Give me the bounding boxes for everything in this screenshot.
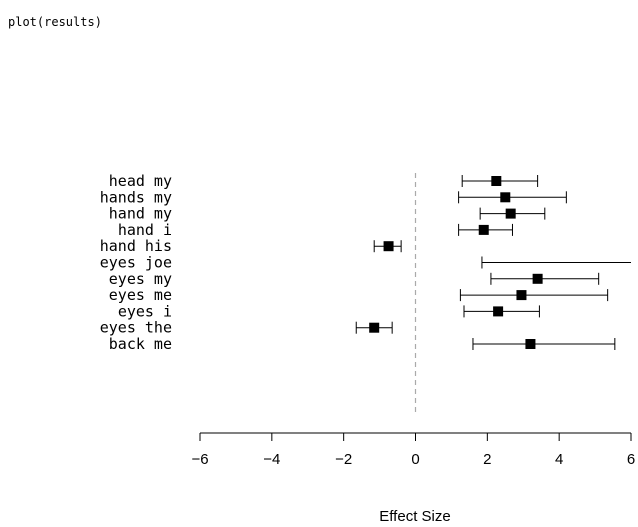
x-tick-label: 4 [555,451,563,468]
x-tick-label: 2 [483,451,491,468]
row-label: eyes my [109,270,172,288]
x-axis: −6 −4 −2 0 2 4 6 [191,432,635,468]
point-estimate-marker [493,306,504,317]
row-label: head my [109,172,172,190]
point-estimate-marker [500,192,511,203]
forest-row: back me [109,335,616,353]
point-estimate-marker [505,208,516,219]
point-estimate-marker [383,241,394,252]
point-estimate-marker [478,224,489,235]
row-label: back me [109,335,172,353]
forest-row: eyes me [109,286,609,304]
row-label: eyes the [100,319,172,337]
row-label: eyes joe [100,254,172,272]
forest-row: hands my [100,188,567,206]
row-label: hand his [100,237,172,255]
forest-row: hand i [118,221,513,239]
forest-row: eyes i [118,302,540,320]
x-tick-label: −6 [191,451,208,468]
forest-row: head my [109,172,539,190]
forest-row: hand my [109,205,546,223]
point-estimate-marker [525,339,536,349]
x-tick-label: 0 [411,451,419,468]
row-label: eyes i [118,302,172,320]
forest-row: eyes joe [100,254,631,272]
row-label: hand my [109,205,172,223]
point-estimate-marker [369,322,380,333]
console-command: plot(results) [8,15,102,29]
point-estimate-marker [532,273,543,284]
x-tick-label: −2 [335,451,352,468]
point-estimate-marker [491,176,502,186]
point-estimate-marker [516,290,527,301]
forest-row: hand his [100,237,402,255]
x-tick-label: −4 [263,451,280,468]
row-label: eyes me [109,286,172,304]
x-axis-label: Effect Size [379,508,450,525]
row-label: hand i [118,221,172,239]
x-tick-label: 6 [627,451,635,468]
row-label: hands my [100,188,172,206]
forest-row: eyes my [109,270,600,288]
forest-row: eyes the [100,319,393,337]
